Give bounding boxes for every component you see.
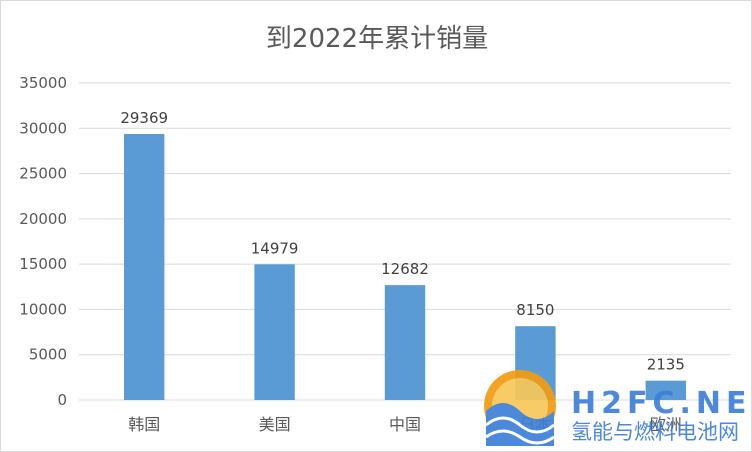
x-category-label: 中国	[389, 415, 421, 434]
y-tick-label: 20000	[19, 210, 67, 228]
bars	[123, 134, 687, 400]
x-category-label: 韩国	[128, 415, 160, 434]
bar	[384, 285, 426, 400]
data-label: 12682	[381, 260, 429, 278]
x-category-label: 欧洲	[650, 415, 682, 434]
y-tick-label: 35000	[19, 74, 67, 92]
bar	[254, 264, 295, 400]
y-tick-label: 5000	[29, 346, 67, 364]
y-tick-label: 25000	[19, 165, 67, 183]
y-tick-label: 10000	[19, 300, 67, 318]
y-tick-label: 30000	[19, 119, 67, 137]
data-label: 8150	[516, 301, 554, 319]
x-category-label: 美国	[259, 415, 291, 434]
y-axis-ticks: 0 5000 10000 15000 20000 25000 30000 35000	[19, 74, 67, 409]
chart-title: 到2022年累计销量	[266, 24, 488, 54]
bar	[645, 380, 687, 400]
data-label: 29369	[120, 109, 168, 127]
y-tick-label: 0	[57, 391, 67, 409]
watermark: H2FC.NET 氢能与燃料电池网	[484, 370, 751, 446]
data-labels: 29369 14979 12682 8150 2135	[120, 109, 685, 374]
watermark-latin-text: H2FC.NET	[571, 386, 751, 421]
data-label: 14979	[251, 239, 299, 257]
bar	[123, 134, 165, 400]
y-tick-label: 15000	[19, 255, 67, 273]
data-label: 2135	[647, 356, 685, 374]
watermark-logo-icon	[484, 370, 556, 446]
watermark-cjk-text: 氢能与燃料电池网	[571, 420, 739, 444]
